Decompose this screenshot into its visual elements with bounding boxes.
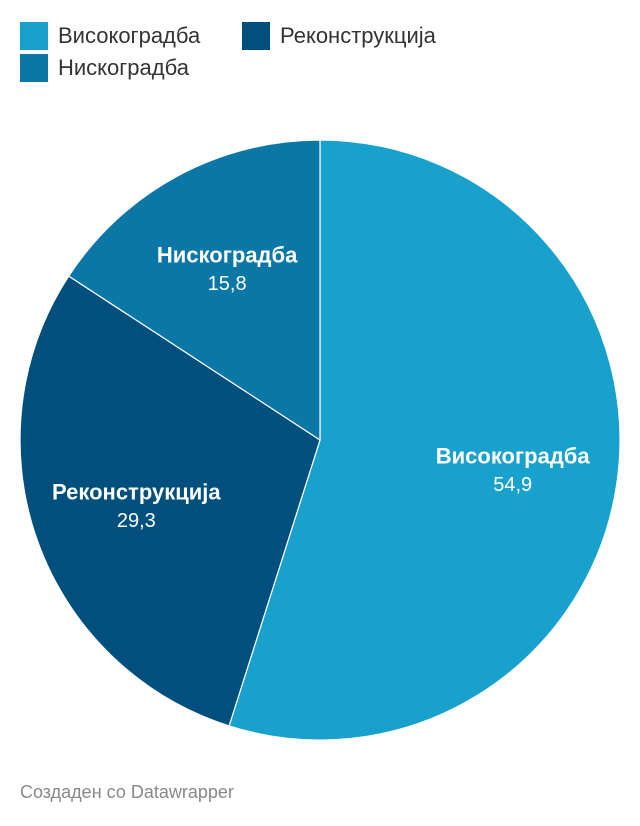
legend-swatch xyxy=(242,22,270,50)
slice-value: 15,8 xyxy=(208,273,247,295)
legend-label: Високоградба xyxy=(58,23,201,48)
legend-label: Реконструкција xyxy=(280,23,437,48)
pie-slice xyxy=(19,275,321,727)
slice-label: Високоградба xyxy=(436,444,591,469)
slice-value: 54,9 xyxy=(493,474,532,496)
credit: Создаден со Datawrapper xyxy=(20,782,234,802)
pie-slice xyxy=(228,139,621,741)
slice-label: Нискоградба xyxy=(157,242,298,267)
pie-slice xyxy=(67,139,321,442)
slice-label: Реконструкција xyxy=(52,479,221,504)
slice-value: 29,3 xyxy=(117,510,156,532)
legend-swatch xyxy=(20,54,48,82)
legend-swatch xyxy=(20,22,48,50)
legend-label: Нискоградба xyxy=(58,55,190,80)
